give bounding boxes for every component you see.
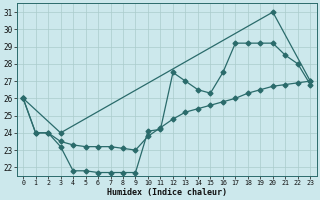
X-axis label: Humidex (Indice chaleur): Humidex (Indice chaleur) — [107, 188, 227, 197]
